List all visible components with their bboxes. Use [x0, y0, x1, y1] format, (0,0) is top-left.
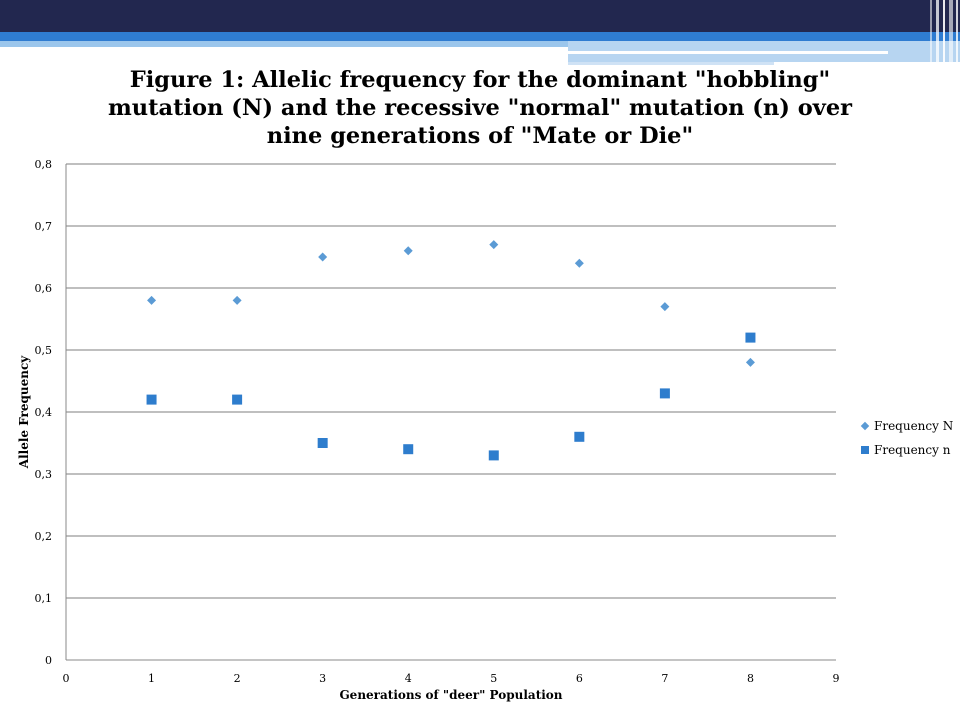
legend-label: Frequency n	[874, 443, 951, 457]
data-point-series-0	[147, 295, 157, 305]
chart-legend: Frequency N Frequency n	[858, 414, 953, 462]
x-tick-label: 4	[405, 672, 412, 685]
accent-stripe	[0, 32, 960, 41]
diamond-marker-icon	[858, 421, 872, 431]
y-tick-label: 0,5	[35, 344, 53, 357]
x-tick-label: 1	[148, 672, 155, 685]
x-tick-label: 0	[63, 672, 70, 685]
corner-line	[930, 0, 932, 64]
legend-item-frequency-n-dominant: Frequency N	[858, 414, 953, 438]
x-tick-label: 3	[319, 672, 326, 685]
y-tick-label: 0,7	[35, 220, 53, 233]
x-tick-label: 6	[576, 672, 583, 685]
corner-line	[956, 0, 958, 64]
x-tick-label: 5	[490, 672, 497, 685]
y-axis-title: Allele Frequency	[17, 355, 31, 469]
data-point-series-0	[318, 252, 328, 262]
data-point-series-1	[574, 431, 585, 442]
legend-label: Frequency N	[874, 419, 954, 433]
y-tick-label: 0,4	[35, 406, 53, 419]
x-tick-label: 2	[234, 672, 241, 685]
y-tick-label: 0,3	[35, 468, 53, 481]
accent-line	[568, 51, 888, 54]
data-point-series-0	[489, 240, 499, 250]
data-point-series-0	[403, 246, 413, 256]
y-tick-label: 0,1	[35, 592, 53, 605]
x-axis-title: Generations of "deer" Population	[339, 688, 563, 702]
data-point-series-1	[659, 388, 670, 399]
data-point-series-1	[745, 332, 756, 343]
data-point-series-1	[232, 394, 243, 405]
x-tick-label: 8	[747, 672, 754, 685]
data-point-series-0	[745, 357, 755, 367]
header-band	[0, 0, 960, 32]
x-tick-label: 7	[661, 672, 668, 685]
accent-line-lower	[568, 62, 774, 65]
y-tick-label: 0,6	[35, 282, 53, 295]
data-point-series-0	[574, 258, 584, 268]
y-tick-label: 0,8	[35, 158, 53, 171]
corner-line	[949, 0, 953, 64]
corner-line	[936, 0, 939, 64]
data-point-series-1	[317, 438, 328, 448]
accent-stripe-light	[0, 41, 568, 47]
legend-item-frequency-n-recessive: Frequency n	[858, 438, 953, 462]
data-point-series-0	[232, 295, 242, 305]
y-tick-label: 0,2	[35, 530, 53, 543]
square-marker-icon	[858, 445, 872, 455]
corner-line	[943, 0, 945, 64]
y-tick-label: 0	[45, 654, 52, 667]
data-point-series-0	[660, 302, 670, 312]
data-point-series-1	[403, 444, 414, 455]
chart-title: Figure 1: Allelic frequency for the domi…	[107, 67, 853, 149]
data-point-series-1	[146, 394, 157, 405]
x-tick-label: 9	[833, 672, 840, 685]
data-point-series-1	[488, 450, 499, 461]
